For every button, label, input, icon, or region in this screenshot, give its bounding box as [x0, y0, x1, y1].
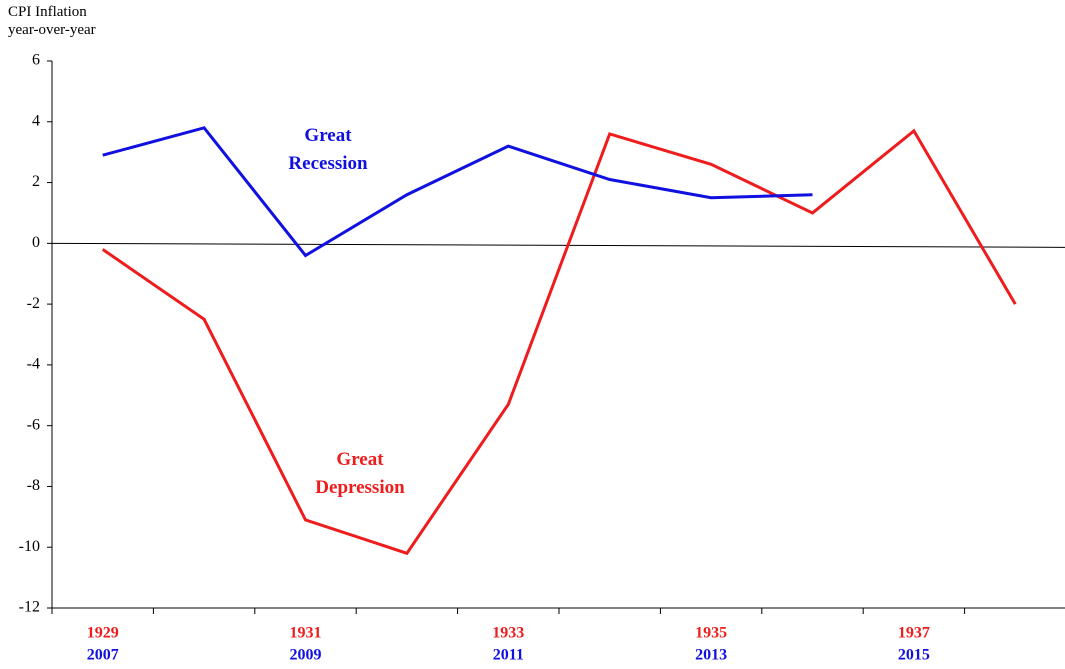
x-tick-label: 1937: [898, 625, 930, 642]
series-line: [102, 126, 813, 258]
series-label: Great Depression: [315, 449, 405, 498]
x-tick-label: 2009: [290, 647, 322, 664]
x-tick-label: 2015: [898, 647, 930, 664]
y-tick-label: 4: [32, 112, 40, 129]
x-tick-label: 2011: [493, 647, 524, 664]
series-line: [101, 128, 1017, 556]
x-tick-label: 1929: [87, 625, 119, 642]
y-axis-title: year-over-year: [8, 22, 96, 38]
y-tick-label: -6: [27, 416, 40, 433]
y-tick-label: -4: [27, 356, 40, 373]
series-label: Great Recession: [288, 125, 368, 174]
x-tick-label: 2013: [695, 647, 727, 664]
x-tick-label: 2007: [87, 647, 119, 664]
y-tick-label: -10: [19, 538, 40, 555]
x-tick-label: 1935: [695, 625, 727, 642]
y-tick-label: 2: [32, 173, 40, 190]
y-tick-label: 0: [32, 234, 40, 251]
y-tick-label: 6: [32, 52, 40, 69]
zero-line: [51, 242, 1065, 248]
y-tick-label: -12: [19, 599, 40, 616]
y-axis-title: CPI Inflation: [8, 4, 87, 20]
x-tick-label: 1933: [492, 625, 524, 642]
y-tick-label: -8: [27, 477, 40, 494]
x-tick-label: 1931: [290, 625, 322, 642]
y-tick-label: -2: [27, 295, 40, 312]
